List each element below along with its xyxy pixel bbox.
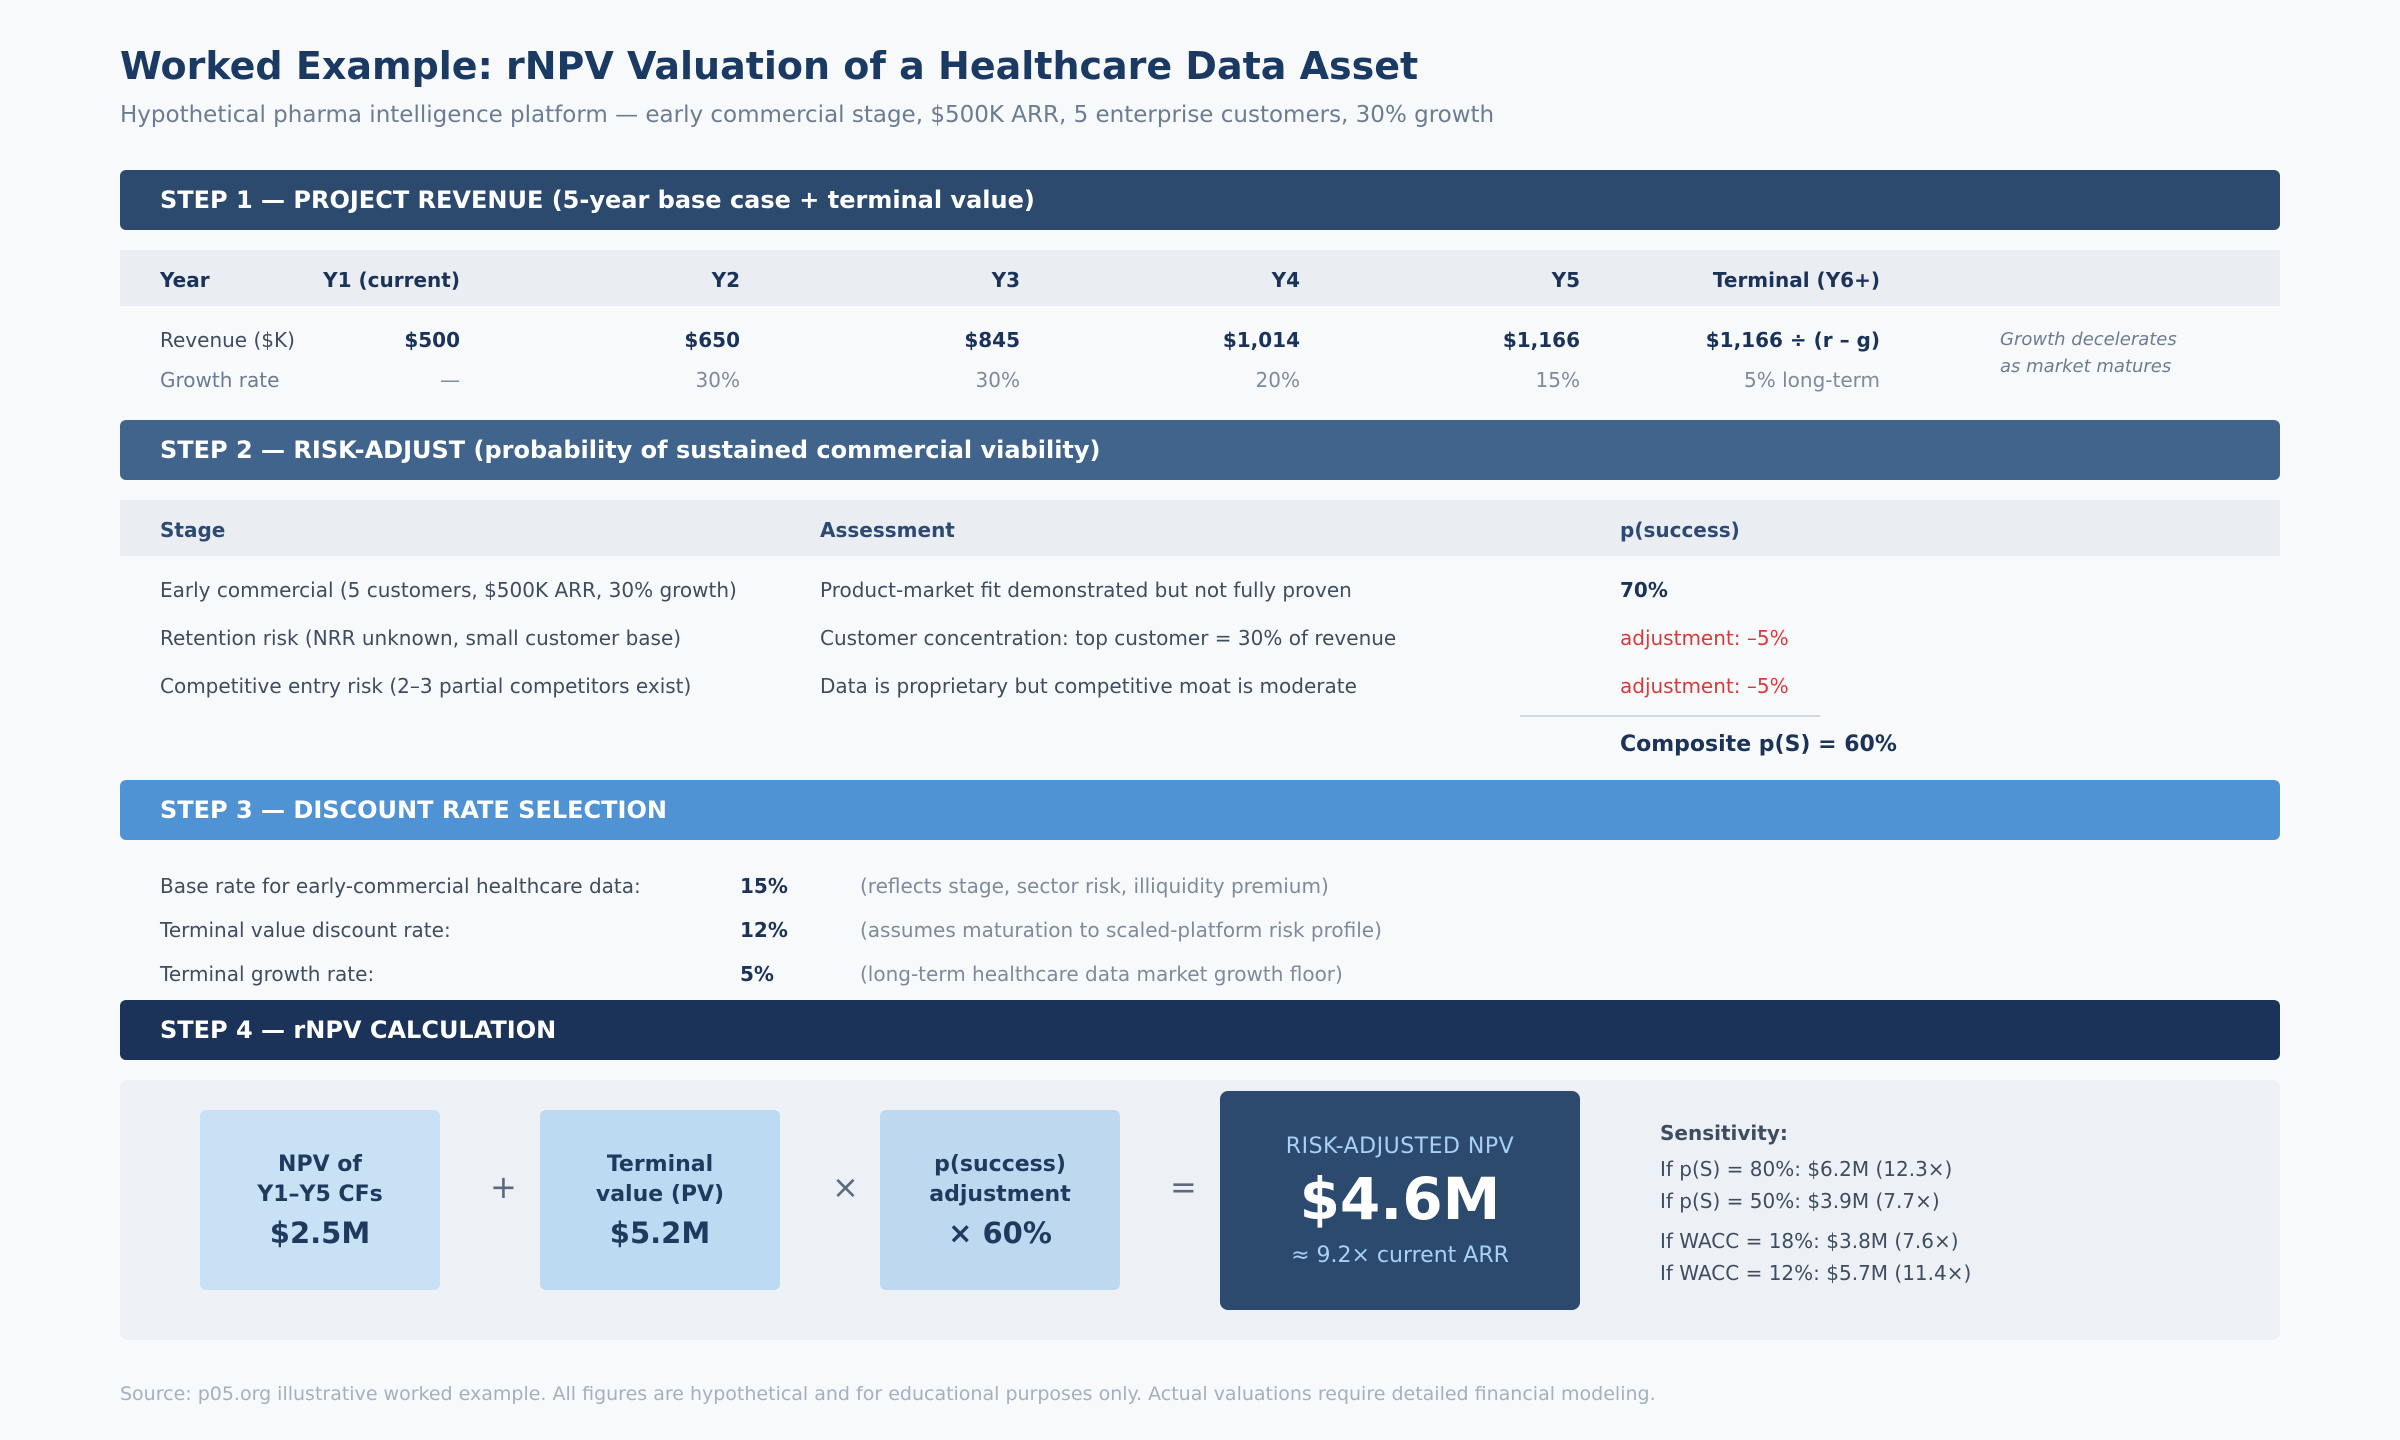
col-terminal: Terminal (Y6+) xyxy=(1712,268,1880,292)
plus-operator: + xyxy=(490,1168,517,1206)
result-value: $4.6M xyxy=(1299,1164,1501,1233)
npv-label-2: Y1–Y5 CFs xyxy=(257,1182,383,1207)
terminal-value: $5.2M xyxy=(609,1216,711,1250)
sensitivity-line: If WACC = 18%: $3.8M (7.6×) xyxy=(1660,1229,1959,1253)
revenue-y2: $650 xyxy=(684,328,740,352)
growth-rate-note: (long-term healthcare data market growth… xyxy=(860,962,1343,986)
revenue-y3: $845 xyxy=(964,328,1020,352)
assessment-row-2: Customer concentration: top customer = 3… xyxy=(820,626,1397,650)
growth-note-line1: Growth decelerates xyxy=(2000,329,2177,350)
step2-header: STEP 2 — RISK-ADJUST (probability of sus… xyxy=(120,420,2280,480)
terminal-box: Terminal value (PV) $5.2M xyxy=(540,1110,780,1290)
step2-table-header: Stage Assessment p(success) xyxy=(120,500,2280,556)
col-assessment: Assessment xyxy=(820,518,955,542)
p-row-1: 70% xyxy=(1620,578,1668,602)
assessment-row-1: Product-market fit demonstrated but not … xyxy=(820,578,1352,602)
revenue-terminal: $1,166 ÷ (r – g) xyxy=(1705,328,1880,352)
npv-value: $2.5M xyxy=(269,1216,371,1250)
base-rate-note: (reflects stage, sector risk, illiquidit… xyxy=(860,874,1329,898)
stage-row-3: Competitive entry risk (2–3 partial comp… xyxy=(160,674,692,698)
step1-table-header: Year Y1 (current) Y2 Y3 Y4 Y5 Terminal (… xyxy=(120,250,2280,306)
terminal-rate-note: (assumes maturation to scaled-platform r… xyxy=(860,918,1382,942)
growth-y1: — xyxy=(440,368,460,392)
psuccess-label-2: adjustment xyxy=(929,1182,1071,1207)
col-y3: Y3 xyxy=(991,268,1020,292)
growth-rate-label: Terminal growth rate: xyxy=(160,962,375,986)
composite-divider xyxy=(1520,715,1820,717)
psuccess-label-1: p(success) xyxy=(934,1152,1066,1177)
npv-label-1: NPV of xyxy=(278,1152,362,1177)
step2-table-body: Early commercial (5 customers, $500K ARR… xyxy=(120,570,2280,770)
terminal-label-1: Terminal xyxy=(606,1152,714,1177)
result-box: RISK-ADJUSTED NPV $4.6M ≈ 9.2× current A… xyxy=(1220,1091,1580,1310)
terminal-rate-label: Terminal value discount rate: xyxy=(160,918,451,942)
revenue-y1: $500 xyxy=(404,328,460,352)
col-y1: Y1 (current) xyxy=(323,268,460,292)
p-row-3: adjustment: –5% xyxy=(1620,674,1789,698)
page-subtitle: Hypothetical pharma intelligence platfor… xyxy=(120,102,1495,128)
composite-probability: Composite p(S) = 60% xyxy=(1620,732,1897,757)
growth-note: Growth decelerates as market matures xyxy=(2000,326,2177,380)
revenue-label: Revenue ($K) xyxy=(160,328,295,352)
npv-box: NPV of Y1–Y5 CFs $2.5M xyxy=(200,1110,440,1290)
calc-panel xyxy=(120,1080,2280,1340)
stage-row-2: Retention risk (NRR unknown, small custo… xyxy=(160,626,682,650)
growth-y5: 15% xyxy=(1535,368,1580,392)
stage-row-1: Early commercial (5 customers, $500K ARR… xyxy=(160,578,737,602)
page-title: Worked Example: rNPV Valuation of a Heal… xyxy=(120,44,1419,88)
growth-y4: 20% xyxy=(1255,368,1300,392)
growth-rate-value: 5% xyxy=(740,962,774,986)
col-y4: Y4 xyxy=(1271,268,1300,292)
terminal-label-2: value (PV) xyxy=(595,1182,725,1207)
revenue-y4: $1,014 xyxy=(1222,328,1300,352)
col-y2: Y2 xyxy=(711,268,740,292)
times-operator: × xyxy=(832,1168,859,1206)
result-label: RISK-ADJUSTED NPV xyxy=(1285,1133,1515,1159)
growth-label: Growth rate xyxy=(160,368,280,392)
growth-y3: 30% xyxy=(975,368,1020,392)
col-stage: Stage xyxy=(160,518,226,542)
col-year: Year xyxy=(160,268,210,292)
step3-body: Base rate for early-commercial healthcar… xyxy=(120,860,2280,990)
base-rate-value: 15% xyxy=(740,874,788,898)
step1-table-body: Revenue ($K) $500 $650 $845 $1,014 $1,16… xyxy=(120,320,2280,400)
equals-operator: = xyxy=(1170,1168,1197,1206)
revenue-y5: $1,166 xyxy=(1502,328,1580,352)
result-multiple: ≈ 9.2× current ARR xyxy=(1291,1242,1509,1268)
step3-header: STEP 3 — DISCOUNT RATE SELECTION xyxy=(120,780,2280,840)
step4-header: STEP 4 — rNPV CALCULATION xyxy=(120,1000,2280,1060)
psuccess-box: p(success) adjustment × 60% xyxy=(880,1110,1120,1290)
terminal-rate-value: 12% xyxy=(740,918,788,942)
col-y5: Y5 xyxy=(1551,268,1580,292)
sensitivity-title: Sensitivity: xyxy=(1660,1121,1788,1145)
sensitivity-line: If p(S) = 80%: $6.2M (12.3×) xyxy=(1660,1157,1953,1181)
growth-note-line2: as market matures xyxy=(2000,356,2172,377)
base-rate-label: Base rate for early-commercial healthcar… xyxy=(160,874,641,898)
step1-header: STEP 1 — PROJECT REVENUE (5-year base ca… xyxy=(120,170,2280,230)
sensitivity-line: If WACC = 12%: $5.7M (11.4×) xyxy=(1660,1261,1972,1285)
sensitivity-line: If p(S) = 50%: $3.9M (7.7×) xyxy=(1660,1189,1940,1213)
assessment-row-3: Data is proprietary but competitive moat… xyxy=(820,674,1357,698)
psuccess-value: × 60% xyxy=(948,1216,1052,1250)
source-note: Source: p05.org illustrative worked exam… xyxy=(120,1383,1656,1405)
growth-y2: 30% xyxy=(695,368,740,392)
sensitivity-panel: Sensitivity: If p(S) = 80%: $6.2M (12.3×… xyxy=(1660,1121,1971,1285)
col-psuccess: p(success) xyxy=(1620,518,1740,542)
p-row-2: adjustment: –5% xyxy=(1620,626,1789,650)
growth-terminal: 5% long-term xyxy=(1744,368,1880,392)
